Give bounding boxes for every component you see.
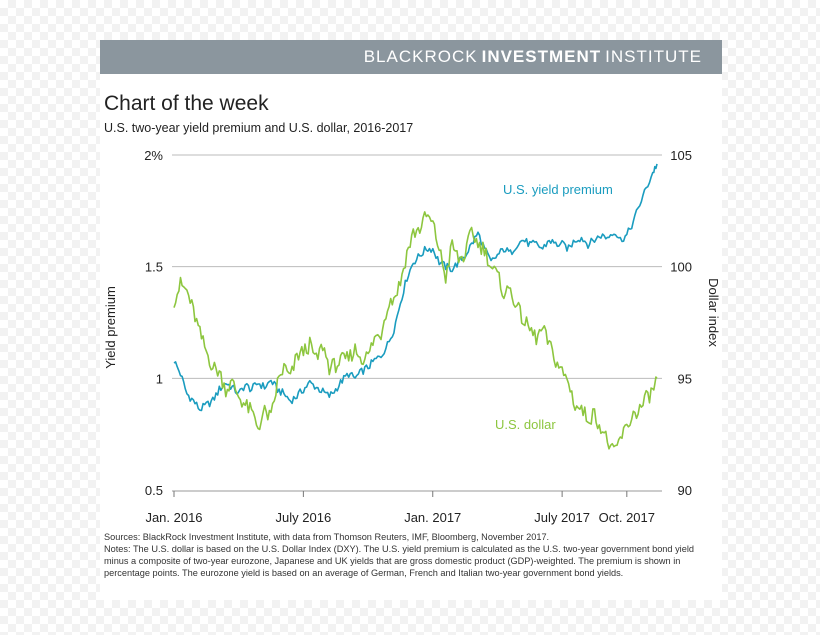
header-banner: BLACKROCK INVESTMENT INSTITUTE xyxy=(100,40,722,74)
x-tick-label: Oct. 2017 xyxy=(599,510,655,525)
footnotes: Sources: BlackRock Investment Institute,… xyxy=(104,531,714,579)
x-tick-label: July 2017 xyxy=(534,510,590,525)
banner-brand-bold: INVESTMENT xyxy=(481,47,602,66)
y-right-tick-label: 100 xyxy=(670,260,692,275)
dollar-line xyxy=(173,211,658,450)
y-right-axis-title: Dollar index xyxy=(706,278,721,347)
sources-text: Sources: BlackRock Investment Institute,… xyxy=(104,532,550,542)
labels: U.S. yield premium U.S. dollar xyxy=(495,182,613,432)
gridlines xyxy=(172,154,662,379)
y-right-tick-label: 90 xyxy=(678,483,692,498)
y-left-tick-label: 0.5 xyxy=(145,483,163,498)
series xyxy=(173,163,658,450)
chart-subtitle: U.S. two-year yield premium and U.S. dol… xyxy=(104,121,414,135)
x-tick-label: July 2016 xyxy=(276,510,332,525)
y-left-tick-label: 1.5 xyxy=(145,260,163,275)
page-title: Chart of the week xyxy=(104,92,269,115)
banner-brand: BLACKROCK xyxy=(363,47,478,66)
y-left-axis-title: Yield premium xyxy=(103,286,118,369)
notes-text: Notes: The U.S. dollar is based on the U… xyxy=(104,544,694,578)
y-right-tick-label: 105 xyxy=(670,148,692,163)
yield-premium-line xyxy=(173,163,658,412)
chart-card xyxy=(100,40,722,600)
banner-brand-suffix: INSTITUTE xyxy=(605,47,702,66)
y-left-tick-label: 1 xyxy=(156,371,163,386)
yield-premium-label: U.S. yield premium xyxy=(503,182,613,197)
dollar-label: U.S. dollar xyxy=(495,417,556,432)
axes: 2% 1.5 1 0.5 105 100 95 90 Jan. 2016 July 2016 Jan… xyxy=(103,148,721,525)
x-tick-label: Jan. 2016 xyxy=(145,510,202,525)
y-right-tick-label: 95 xyxy=(678,371,692,386)
y-left-tick-label: 2% xyxy=(144,148,163,163)
x-tick-label: Jan. 2017 xyxy=(404,510,461,525)
